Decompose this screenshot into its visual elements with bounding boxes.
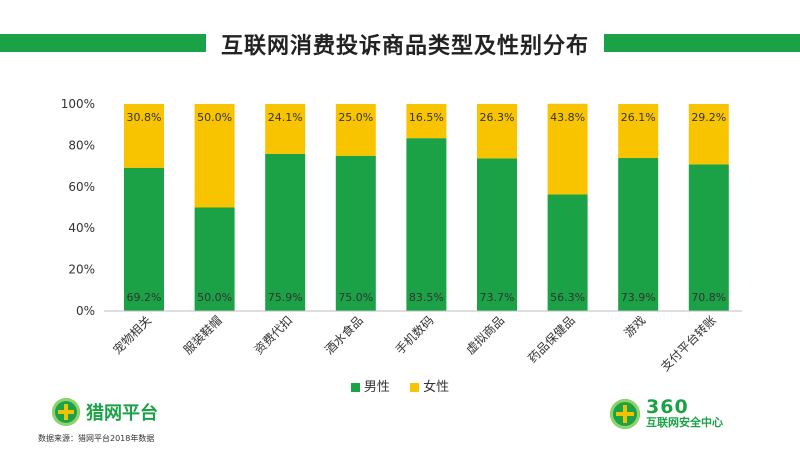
- bar-female: [265, 104, 306, 154]
- x-tick-label: 药品保健品: [525, 313, 577, 365]
- bar-female: [547, 103, 588, 195]
- legend-swatch-male: [350, 383, 360, 392]
- y-tick-label: 100%: [61, 97, 95, 111]
- data-label-male: 50.0%: [197, 291, 232, 304]
- bar-female: [124, 104, 164, 168]
- data-label-female: 50.0%: [197, 111, 232, 124]
- 360-logo-org: 互联网安全中心: [646, 416, 723, 429]
- bar-male: [406, 138, 447, 311]
- data-label-male: 73.7%: [480, 291, 515, 304]
- lieweng-logo-text: 猎网平台: [86, 403, 158, 424]
- bar-female: [618, 104, 659, 159]
- legend: 男性 女性: [0, 376, 800, 395]
- data-source-note: 数据来源：猎网平台2018年数据: [38, 434, 155, 443]
- x-tick-label: 支付平台转账: [657, 313, 719, 375]
- bar-female: [335, 104, 376, 156]
- bar-female: [688, 104, 729, 165]
- bar-male: [688, 164, 729, 311]
- title-stripe-left: [0, 34, 206, 52]
- bar-male: [335, 155, 376, 311]
- data-label-female: 26.1%: [621, 111, 656, 124]
- data-label-female: 43.8%: [550, 111, 585, 124]
- x-tick-label: 酒水食品: [321, 313, 366, 358]
- shield-plus-icon: [610, 399, 640, 429]
- y-tick-label: 80%: [68, 138, 95, 152]
- bar-female: [194, 104, 235, 208]
- legend-swatch-female: [410, 383, 420, 392]
- bar-male: [124, 167, 164, 311]
- data-label-male: 70.8%: [691, 291, 726, 304]
- data-label-male: 73.9%: [621, 291, 656, 304]
- title-stripe-right: [604, 34, 800, 52]
- legend-label-male: 男性: [363, 380, 390, 395]
- bar-male: [547, 194, 588, 311]
- data-label-male: 75.9%: [268, 291, 303, 304]
- x-tick-label: 资费代扣: [251, 313, 295, 357]
- shield-plus-icon: [52, 398, 80, 426]
- x-tick-label: 服装鞋帽: [180, 313, 225, 358]
- x-tick-label: 虚拟商品: [463, 313, 508, 358]
- x-tick-label: 手机数码: [392, 313, 437, 358]
- bar-male: [477, 158, 517, 311]
- data-label-male: 75.0%: [338, 291, 373, 304]
- y-tick-label: 20%: [68, 263, 95, 277]
- y-tick-label: 0%: [76, 304, 95, 318]
- bar-female: [477, 104, 517, 159]
- legend-item-male: 男性: [350, 376, 390, 395]
- 360-logo-number: 360: [646, 396, 689, 418]
- data-label-female: 30.8%: [127, 111, 162, 124]
- y-tick-label: 40%: [68, 221, 95, 235]
- bar-female: [406, 104, 447, 139]
- data-label-female: 16.5%: [409, 111, 444, 124]
- x-tick-label: 游戏: [621, 313, 648, 340]
- data-label-female: 24.1%: [268, 111, 303, 124]
- bar-male: [265, 153, 306, 311]
- data-label-female: 29.2%: [691, 111, 726, 124]
- bar-male: [194, 207, 235, 311]
- data-label-male: 69.2%: [127, 291, 162, 304]
- data-label-male: 83.5%: [409, 291, 444, 304]
- chart-title: 互联网消费投诉商品类型及性别分布: [220, 34, 589, 59]
- data-label-female: 26.3%: [480, 111, 515, 124]
- legend-label-female: 女性: [423, 380, 450, 395]
- y-tick-label: 60%: [68, 180, 95, 194]
- data-label-female: 25.0%: [338, 111, 373, 124]
- data-label-male: 56.3%: [550, 291, 585, 304]
- 360-logo: 360 互联网安全中心: [610, 398, 723, 430]
- bar-male: [618, 158, 659, 311]
- lieweng-logo: 猎网平台: [52, 398, 158, 426]
- legend-item-female: 女性: [410, 376, 449, 395]
- x-tick-label: 宠物相关: [110, 313, 155, 358]
